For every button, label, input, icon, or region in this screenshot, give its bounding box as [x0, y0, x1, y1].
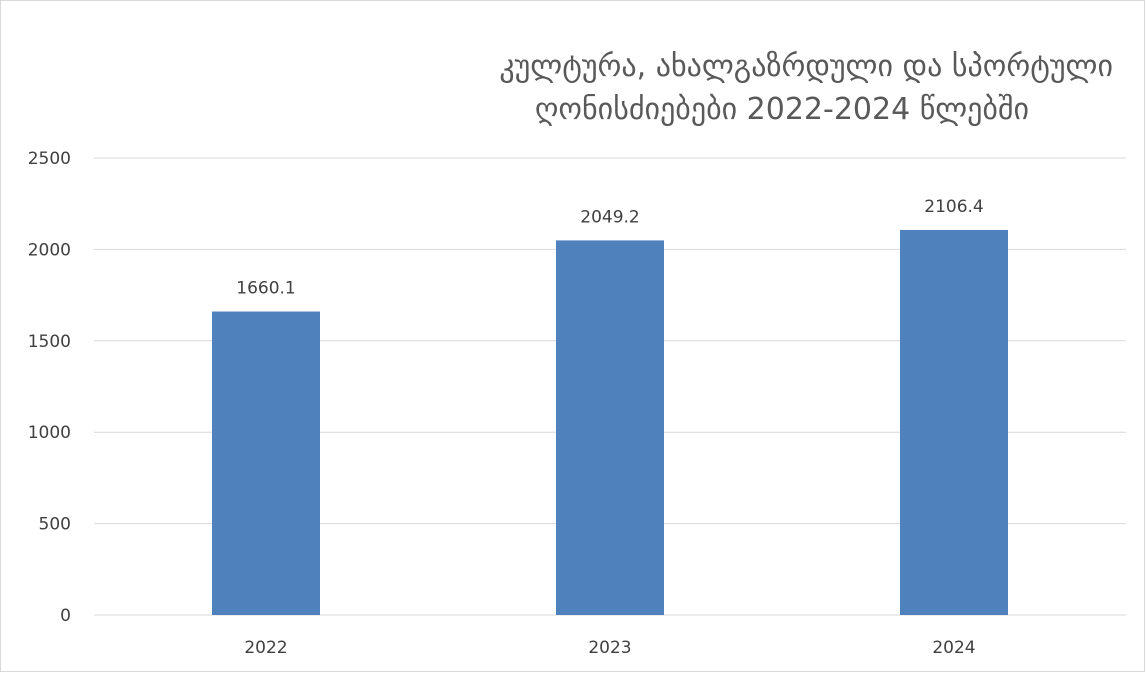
- y-tick-label: 0: [60, 606, 71, 626]
- y-axis-ticks: 0 500 1000 1500 2000 2500: [28, 149, 71, 626]
- x-axis-categories: 2022 2023 2024: [244, 638, 975, 658]
- y-tick-label: 1000: [28, 423, 71, 443]
- y-tick-label: 500: [39, 515, 71, 535]
- y-tick-label: 1500: [28, 332, 71, 352]
- bar-data-label: 2106.4: [924, 197, 983, 217]
- bar-data-label: 1660.1: [236, 279, 295, 299]
- y-tick-label: 2500: [28, 149, 71, 169]
- x-category-label: 2022: [244, 638, 287, 658]
- bar: [900, 229, 1008, 615]
- bars: [212, 229, 1008, 615]
- x-category-label: 2023: [588, 638, 631, 658]
- bar: [556, 240, 664, 615]
- bar-data-label: 2049.2: [580, 207, 639, 227]
- y-tick-label: 2000: [28, 240, 71, 260]
- chart-title-line-1: კულტურა, ახალგაზრდული და სპორტული: [499, 49, 1113, 84]
- data-labels: 1660.1 2049.2 2106.4: [236, 197, 983, 299]
- x-category-label: 2024: [932, 638, 975, 658]
- chart-title-line-2: ღონისძიებები 2022-2024 წლებში: [535, 92, 1029, 127]
- bar: [212, 311, 320, 615]
